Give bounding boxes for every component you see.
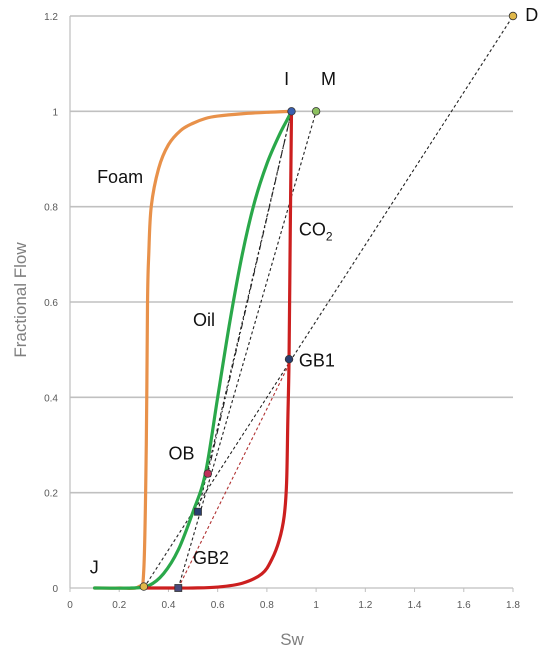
annotation-ob: OB (168, 443, 194, 463)
point-gb2 (194, 507, 202, 516)
x-tick-label-1: 0.2 (112, 600, 126, 611)
guide-line-4 (197, 111, 293, 512)
series-curves (93, 109, 294, 590)
x-tick-label-6: 1.2 (358, 600, 372, 611)
y-tick-label-3: 0.6 (44, 298, 58, 309)
y-axis-title: Fractional Flow (11, 242, 30, 358)
x-tick-label-9: 1.8 (506, 600, 520, 611)
y-tick-label-2: 0.4 (44, 393, 58, 404)
x-axis-title: Sw (280, 630, 304, 649)
y-tick-label-4: 0.8 (44, 203, 58, 214)
annotation-gb1: GB1 (299, 350, 335, 370)
key-points (139, 11, 518, 592)
y-tick-label-0: 0 (52, 584, 58, 595)
axes (69, 16, 514, 592)
annotation-m: M (321, 69, 336, 89)
x-tick-label-4: 0.8 (260, 600, 274, 611)
point-ob (203, 469, 213, 478)
point-i (287, 107, 296, 116)
guide-line-0 (143, 15, 514, 589)
annotation-d: D (525, 5, 538, 25)
annotation-gb2: GB2 (193, 548, 229, 568)
x-tick-label-0: 0 (67, 600, 73, 611)
point-d (508, 11, 518, 21)
y-tick-label-1: 0.2 (44, 489, 58, 500)
annotation-foam: Foam (97, 167, 143, 187)
y-tick-label-5: 1 (52, 107, 58, 118)
guide-line-1 (177, 358, 292, 589)
x-tick-label-8: 1.6 (457, 600, 471, 611)
y-tick-label-6: 1.2 (44, 12, 58, 23)
x-tick-label-2: 0.4 (161, 600, 175, 611)
series-line-oil (93, 109, 294, 590)
point-gb1 (284, 355, 294, 364)
point-gb2-base (174, 584, 183, 592)
point-m (311, 107, 321, 116)
guide-line-2 (177, 111, 317, 589)
x-tick-label-3: 0.6 (211, 600, 225, 611)
x-tick-label-5: 1 (313, 600, 319, 611)
annotation-i: I (284, 69, 289, 89)
guide-line-3 (207, 111, 293, 474)
series-line-foam (93, 109, 294, 590)
annotation-co: CO2 (299, 219, 333, 243)
point-labels: D I M Foam CO2 Oil GB1 OB GB2 J (90, 5, 539, 578)
x-tick-label-7: 1.4 (408, 600, 422, 611)
annotation-oil: Oil (193, 310, 215, 330)
series-line-co2 (142, 109, 294, 590)
point-j (139, 582, 149, 591)
tick-labels: 0 0.2 0.4 0.6 0.8 1 1.2 1.4 1.6 1.8 0 0.2 0.4 0.6 0.8 1… (44, 12, 520, 611)
annotation-j: J (90, 558, 99, 578)
